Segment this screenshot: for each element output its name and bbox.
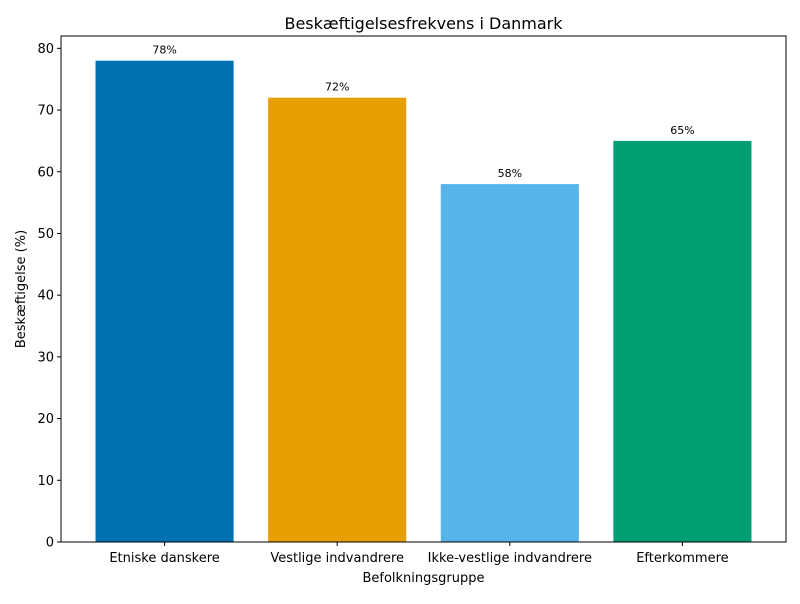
y-tick-label: 0: [46, 536, 54, 551]
bar: [613, 140, 752, 542]
y-tick-label: 50: [37, 227, 54, 242]
bar: [440, 184, 579, 542]
y-tick-label: 10: [37, 474, 54, 489]
y-axis-label: Beskæftigelse (%): [14, 230, 29, 348]
plot-area: 78% 72% 58% 65% Etniske danskere Vestlige ind…: [37, 42, 752, 566]
y-tick-label: 80: [37, 42, 54, 57]
x-tick-label: Ikke-vestlige indvandrere: [428, 551, 592, 566]
x-tick-label: Vestlige indvandrere: [270, 551, 404, 566]
bar: [95, 60, 234, 543]
bar: [268, 97, 407, 543]
y-tick-label: 20: [37, 412, 54, 427]
x-tick-label: Efterkommere: [636, 551, 728, 566]
bar-value-label: 58%: [498, 167, 522, 180]
x-axis-label: Befolkningsgruppe: [362, 571, 484, 586]
bar-value-label: 72%: [325, 81, 349, 94]
plot-frame: [60, 35, 787, 543]
x-tick-label: Etniske danskere: [109, 551, 219, 566]
bar-value-label: 78%: [152, 44, 176, 57]
y-tick-label: 70: [37, 104, 54, 119]
chart-title: Beskæftigelsesfrekvens i Danmark: [284, 14, 563, 33]
y-tick-label: 60: [37, 165, 54, 180]
bar-value-label: 65%: [670, 124, 694, 137]
y-tick-label: 40: [37, 289, 54, 304]
y-tick-label: 30: [37, 350, 54, 365]
